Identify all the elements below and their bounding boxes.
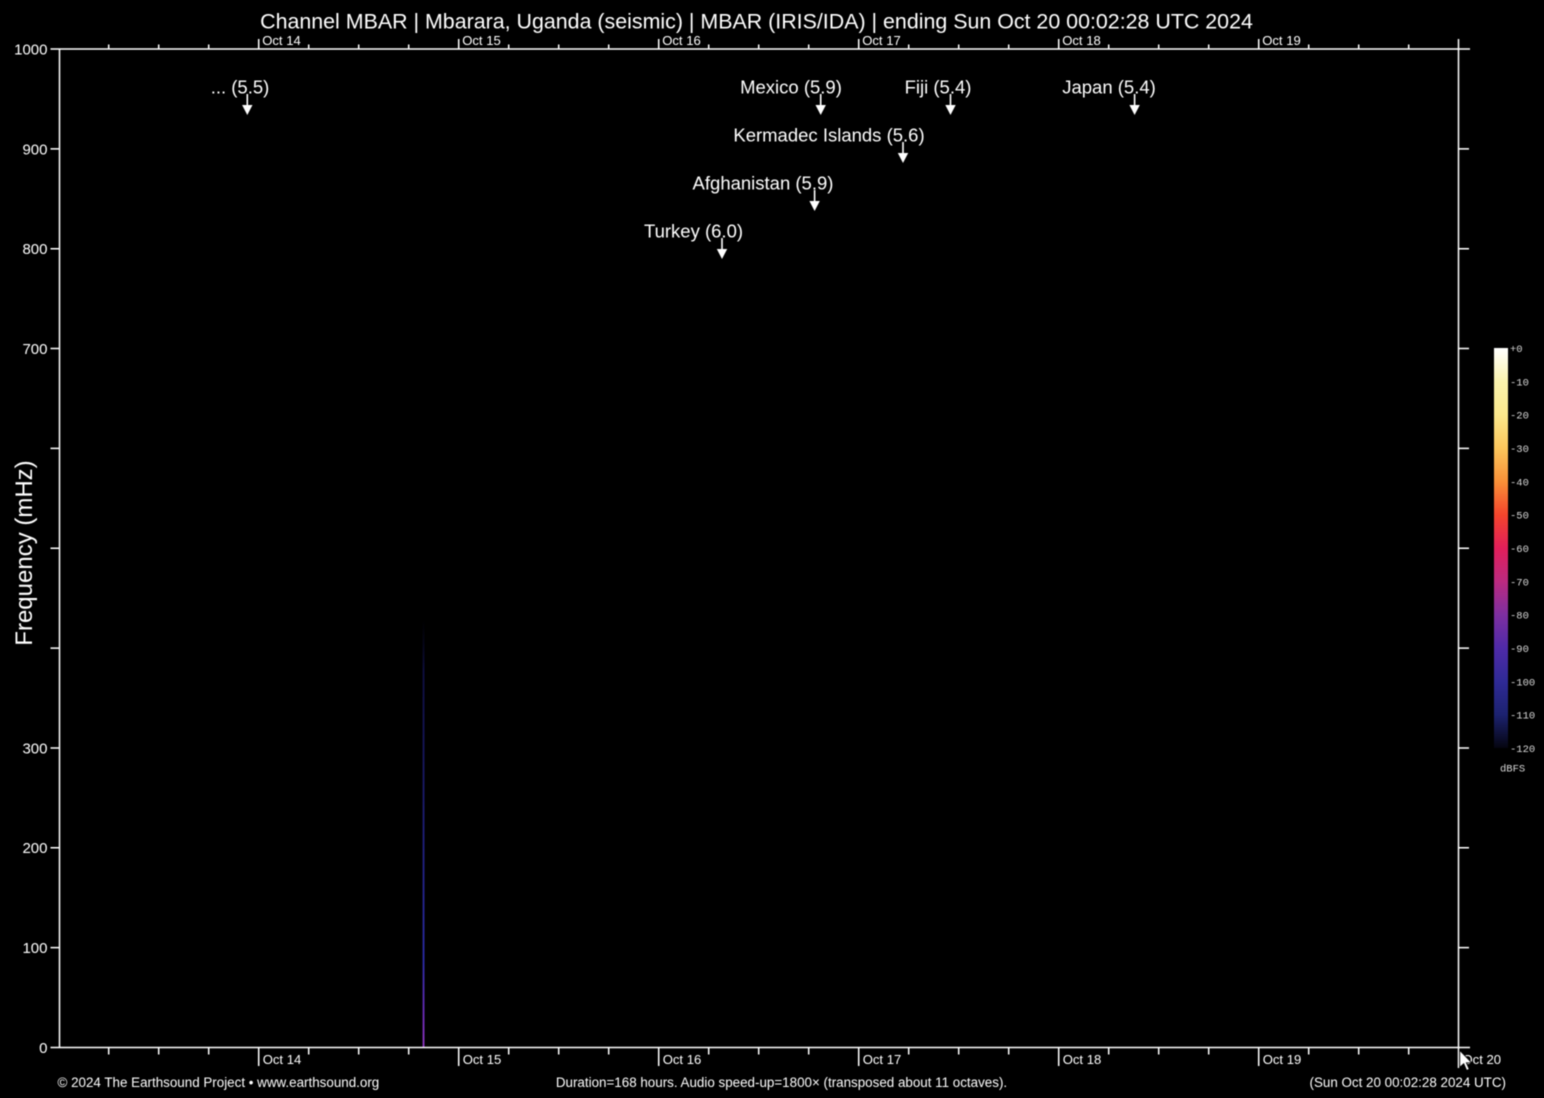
- svg-text:0: 0: [39, 1040, 47, 1057]
- svg-text:-80: -80: [1510, 611, 1529, 623]
- svg-text:-60: -60: [1510, 544, 1529, 556]
- svg-text:-10: -10: [1510, 377, 1529, 389]
- svg-text:Fiji (5.4): Fiji (5.4): [905, 77, 972, 98]
- svg-text:Oct 15: Oct 15: [462, 33, 501, 48]
- svg-text:Oct 14: Oct 14: [262, 33, 301, 48]
- svg-text:Oct 16: Oct 16: [662, 33, 701, 48]
- svg-text:300: 300: [22, 740, 47, 757]
- svg-text:... (5.5): ... (5.5): [211, 77, 270, 98]
- svg-text:-100: -100: [1510, 677, 1535, 689]
- svg-text:Duration=168 hours. Audio spee: Duration=168 hours. Audio speed-up=1800×…: [556, 1075, 1007, 1090]
- svg-text:100: 100: [22, 940, 47, 957]
- svg-text:Turkey (6.0): Turkey (6.0): [644, 221, 743, 242]
- svg-text:(Sun Oct 20 00:02:28 2024 UTC): (Sun Oct 20 00:02:28 2024 UTC): [1309, 1075, 1506, 1090]
- svg-text:Oct 17: Oct 17: [863, 1052, 902, 1067]
- svg-text:200: 200: [22, 840, 47, 857]
- svg-text:-20: -20: [1510, 411, 1529, 423]
- svg-text:Oct 18: Oct 18: [1063, 1052, 1102, 1067]
- svg-text:-120: -120: [1510, 744, 1535, 756]
- svg-text:-50: -50: [1510, 511, 1529, 523]
- svg-text:900: 900: [22, 141, 47, 158]
- svg-text:-110: -110: [1510, 711, 1535, 723]
- svg-text:Oct 19: Oct 19: [1263, 1052, 1302, 1067]
- svg-text:-90: -90: [1510, 644, 1529, 656]
- svg-text:800: 800: [22, 241, 47, 258]
- svg-text:© 2024 The Earthsound Project: © 2024 The Earthsound Project • www.eart…: [58, 1075, 380, 1090]
- svg-text:Oct 18: Oct 18: [1062, 33, 1101, 48]
- svg-text:+0: +0: [1510, 344, 1523, 356]
- svg-text:700: 700: [22, 341, 47, 358]
- svg-text:-30: -30: [1510, 444, 1529, 456]
- svg-text:1000: 1000: [14, 41, 47, 58]
- svg-text:Japan (5.4): Japan (5.4): [1062, 77, 1156, 98]
- svg-text:Oct 15: Oct 15: [463, 1052, 502, 1067]
- svg-text:Kermadec Islands (5.6): Kermadec Islands (5.6): [733, 125, 924, 146]
- svg-text:-40: -40: [1510, 477, 1529, 489]
- svg-text:Oct 19: Oct 19: [1262, 33, 1301, 48]
- svg-text:Oct 17: Oct 17: [862, 33, 901, 48]
- svg-text:Mexico (5.9): Mexico (5.9): [740, 77, 842, 98]
- svg-text:Frequency (mHz): Frequency (mHz): [11, 460, 38, 645]
- svg-text:dBFS: dBFS: [1500, 764, 1525, 776]
- svg-text:Afghanistan (5.9): Afghanistan (5.9): [693, 173, 834, 194]
- svg-text:Channel MBAR | Mbarara, Uganda: Channel MBAR | Mbarara, Uganda (seismic)…: [260, 10, 1253, 34]
- svg-text:Oct 16: Oct 16: [663, 1052, 702, 1067]
- svg-text:Oct 14: Oct 14: [263, 1052, 302, 1067]
- svg-text:-70: -70: [1510, 577, 1529, 589]
